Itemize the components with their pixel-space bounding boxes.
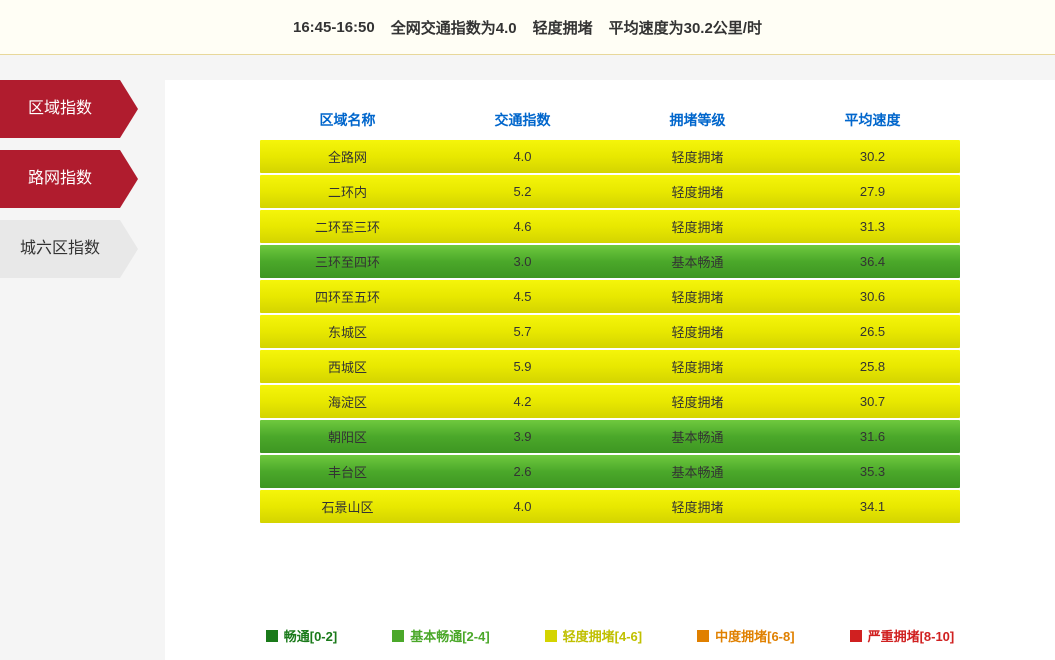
traffic-table: 区域名称 交通指数 拥堵等级 平均速度 全路网4.0轻度拥堵30.2二环内5.2… <box>260 100 960 523</box>
cell-area: 西城区 <box>260 357 435 376</box>
content-panel: 区域名称 交通指数 拥堵等级 平均速度 全路网4.0轻度拥堵30.2二环内5.2… <box>165 80 1055 660</box>
cell-level: 轻度拥堵 <box>610 357 785 376</box>
tab-label: 路网指数 <box>28 170 92 187</box>
cell-index: 2.6 <box>435 464 610 479</box>
cell-area: 四环至五环 <box>260 287 435 306</box>
cell-speed: 26.5 <box>785 324 960 339</box>
cell-speed: 31.3 <box>785 219 960 234</box>
tab-area-index[interactable]: 区域指数 <box>0 80 120 138</box>
tab-label: 区域指数 <box>28 100 92 117</box>
cell-index: 4.5 <box>435 289 610 304</box>
cell-area: 海淀区 <box>260 392 435 411</box>
cell-speed: 34.1 <box>785 499 960 514</box>
legend-label: 严重拥堵[8-10] <box>868 626 955 645</box>
cell-index: 5.7 <box>435 324 610 339</box>
legend-label: 畅通[0-2] <box>284 626 337 645</box>
cell-level: 轻度拥堵 <box>610 147 785 166</box>
header-level: 拥堵等级 <box>610 110 785 130</box>
banner-index: 全网交通指数为4.0 <box>391 17 517 38</box>
banner-level: 轻度拥堵 <box>533 17 593 38</box>
table-row: 丰台区2.6基本畅通35.3 <box>260 455 960 488</box>
cell-level: 轻度拥堵 <box>610 217 785 236</box>
cell-index: 5.2 <box>435 184 610 199</box>
banner-speed: 平均速度为30.2公里/时 <box>609 17 762 38</box>
cell-speed: 30.7 <box>785 394 960 409</box>
cell-speed: 35.3 <box>785 464 960 479</box>
tab-sidebar: 区域指数 路网指数 城六区指数 <box>0 80 140 660</box>
legend-swatch-icon <box>266 630 278 642</box>
banner-time: 16:45-16:50 <box>293 19 375 36</box>
cell-level: 轻度拥堵 <box>610 322 785 341</box>
tab-label: 城六区指数 <box>20 240 100 257</box>
cell-speed: 30.2 <box>785 149 960 164</box>
tab-six-districts-index[interactable]: 城六区指数 <box>0 220 120 278</box>
header-speed: 平均速度 <box>785 110 960 130</box>
cell-speed: 30.6 <box>785 289 960 304</box>
table-row: 朝阳区3.9基本畅通31.6 <box>260 420 960 453</box>
legend-swatch-icon <box>545 630 557 642</box>
cell-level: 轻度拥堵 <box>610 182 785 201</box>
cell-index: 3.9 <box>435 429 610 444</box>
cell-level: 轻度拥堵 <box>610 287 785 306</box>
main-layout: 区域指数 路网指数 城六区指数 区域名称 交通指数 拥堵等级 平均速度 全路网4… <box>0 80 1055 660</box>
cell-index: 4.6 <box>435 219 610 234</box>
cell-index: 3.0 <box>435 254 610 269</box>
cell-index: 5.9 <box>435 359 610 374</box>
cell-level: 轻度拥堵 <box>610 392 785 411</box>
cell-speed: 31.6 <box>785 429 960 444</box>
table-row: 石景山区4.0轻度拥堵34.1 <box>260 490 960 523</box>
legend-label: 轻度拥堵[4-6] <box>563 626 642 645</box>
legend-item: 轻度拥堵[4-6] <box>545 626 642 645</box>
cell-index: 4.0 <box>435 149 610 164</box>
legend: 畅通[0-2] 基本畅通[2-4] 轻度拥堵[4-6] 中度拥堵[6-8] 严重拥堵[8… <box>165 626 1055 645</box>
cell-area: 三环至四环 <box>260 252 435 271</box>
cell-speed: 27.9 <box>785 184 960 199</box>
cell-level: 基本畅通 <box>610 252 785 271</box>
header-area: 区域名称 <box>260 110 435 130</box>
legend-item: 基本畅通[2-4] <box>392 626 489 645</box>
cell-area: 二环内 <box>260 182 435 201</box>
table-row: 海淀区4.2轻度拥堵30.7 <box>260 385 960 418</box>
table-row: 二环至三环4.6轻度拥堵31.3 <box>260 210 960 243</box>
legend-item: 严重拥堵[8-10] <box>850 626 955 645</box>
table-row: 全路网4.0轻度拥堵30.2 <box>260 140 960 173</box>
legend-label: 中度拥堵[6-8] <box>715 626 794 645</box>
legend-item: 畅通[0-2] <box>266 626 337 645</box>
legend-swatch-icon <box>392 630 404 642</box>
cell-index: 4.2 <box>435 394 610 409</box>
cell-speed: 25.8 <box>785 359 960 374</box>
table-row: 二环内5.2轻度拥堵27.9 <box>260 175 960 208</box>
cell-area: 丰台区 <box>260 462 435 481</box>
legend-label: 基本畅通[2-4] <box>410 626 489 645</box>
cell-level: 基本畅通 <box>610 427 785 446</box>
cell-area: 全路网 <box>260 147 435 166</box>
legend-swatch-icon <box>850 630 862 642</box>
table-row: 西城区5.9轻度拥堵25.8 <box>260 350 960 383</box>
cell-index: 4.0 <box>435 499 610 514</box>
table-row: 东城区5.7轻度拥堵26.5 <box>260 315 960 348</box>
legend-item: 中度拥堵[6-8] <box>697 626 794 645</box>
table-header-row: 区域名称 交通指数 拥堵等级 平均速度 <box>260 100 960 140</box>
cell-area: 石景山区 <box>260 497 435 516</box>
table-row: 四环至五环4.5轻度拥堵30.6 <box>260 280 960 313</box>
tab-network-index[interactable]: 路网指数 <box>0 150 120 208</box>
cell-area: 二环至三环 <box>260 217 435 236</box>
cell-level: 轻度拥堵 <box>610 497 785 516</box>
cell-area: 东城区 <box>260 322 435 341</box>
cell-speed: 36.4 <box>785 254 960 269</box>
legend-swatch-icon <box>697 630 709 642</box>
cell-level: 基本畅通 <box>610 462 785 481</box>
cell-area: 朝阳区 <box>260 427 435 446</box>
table-row: 三环至四环3.0基本畅通36.4 <box>260 245 960 278</box>
status-banner: 16:45-16:50 全网交通指数为4.0 轻度拥堵 平均速度为30.2公里/… <box>0 0 1055 55</box>
header-index: 交通指数 <box>435 110 610 130</box>
